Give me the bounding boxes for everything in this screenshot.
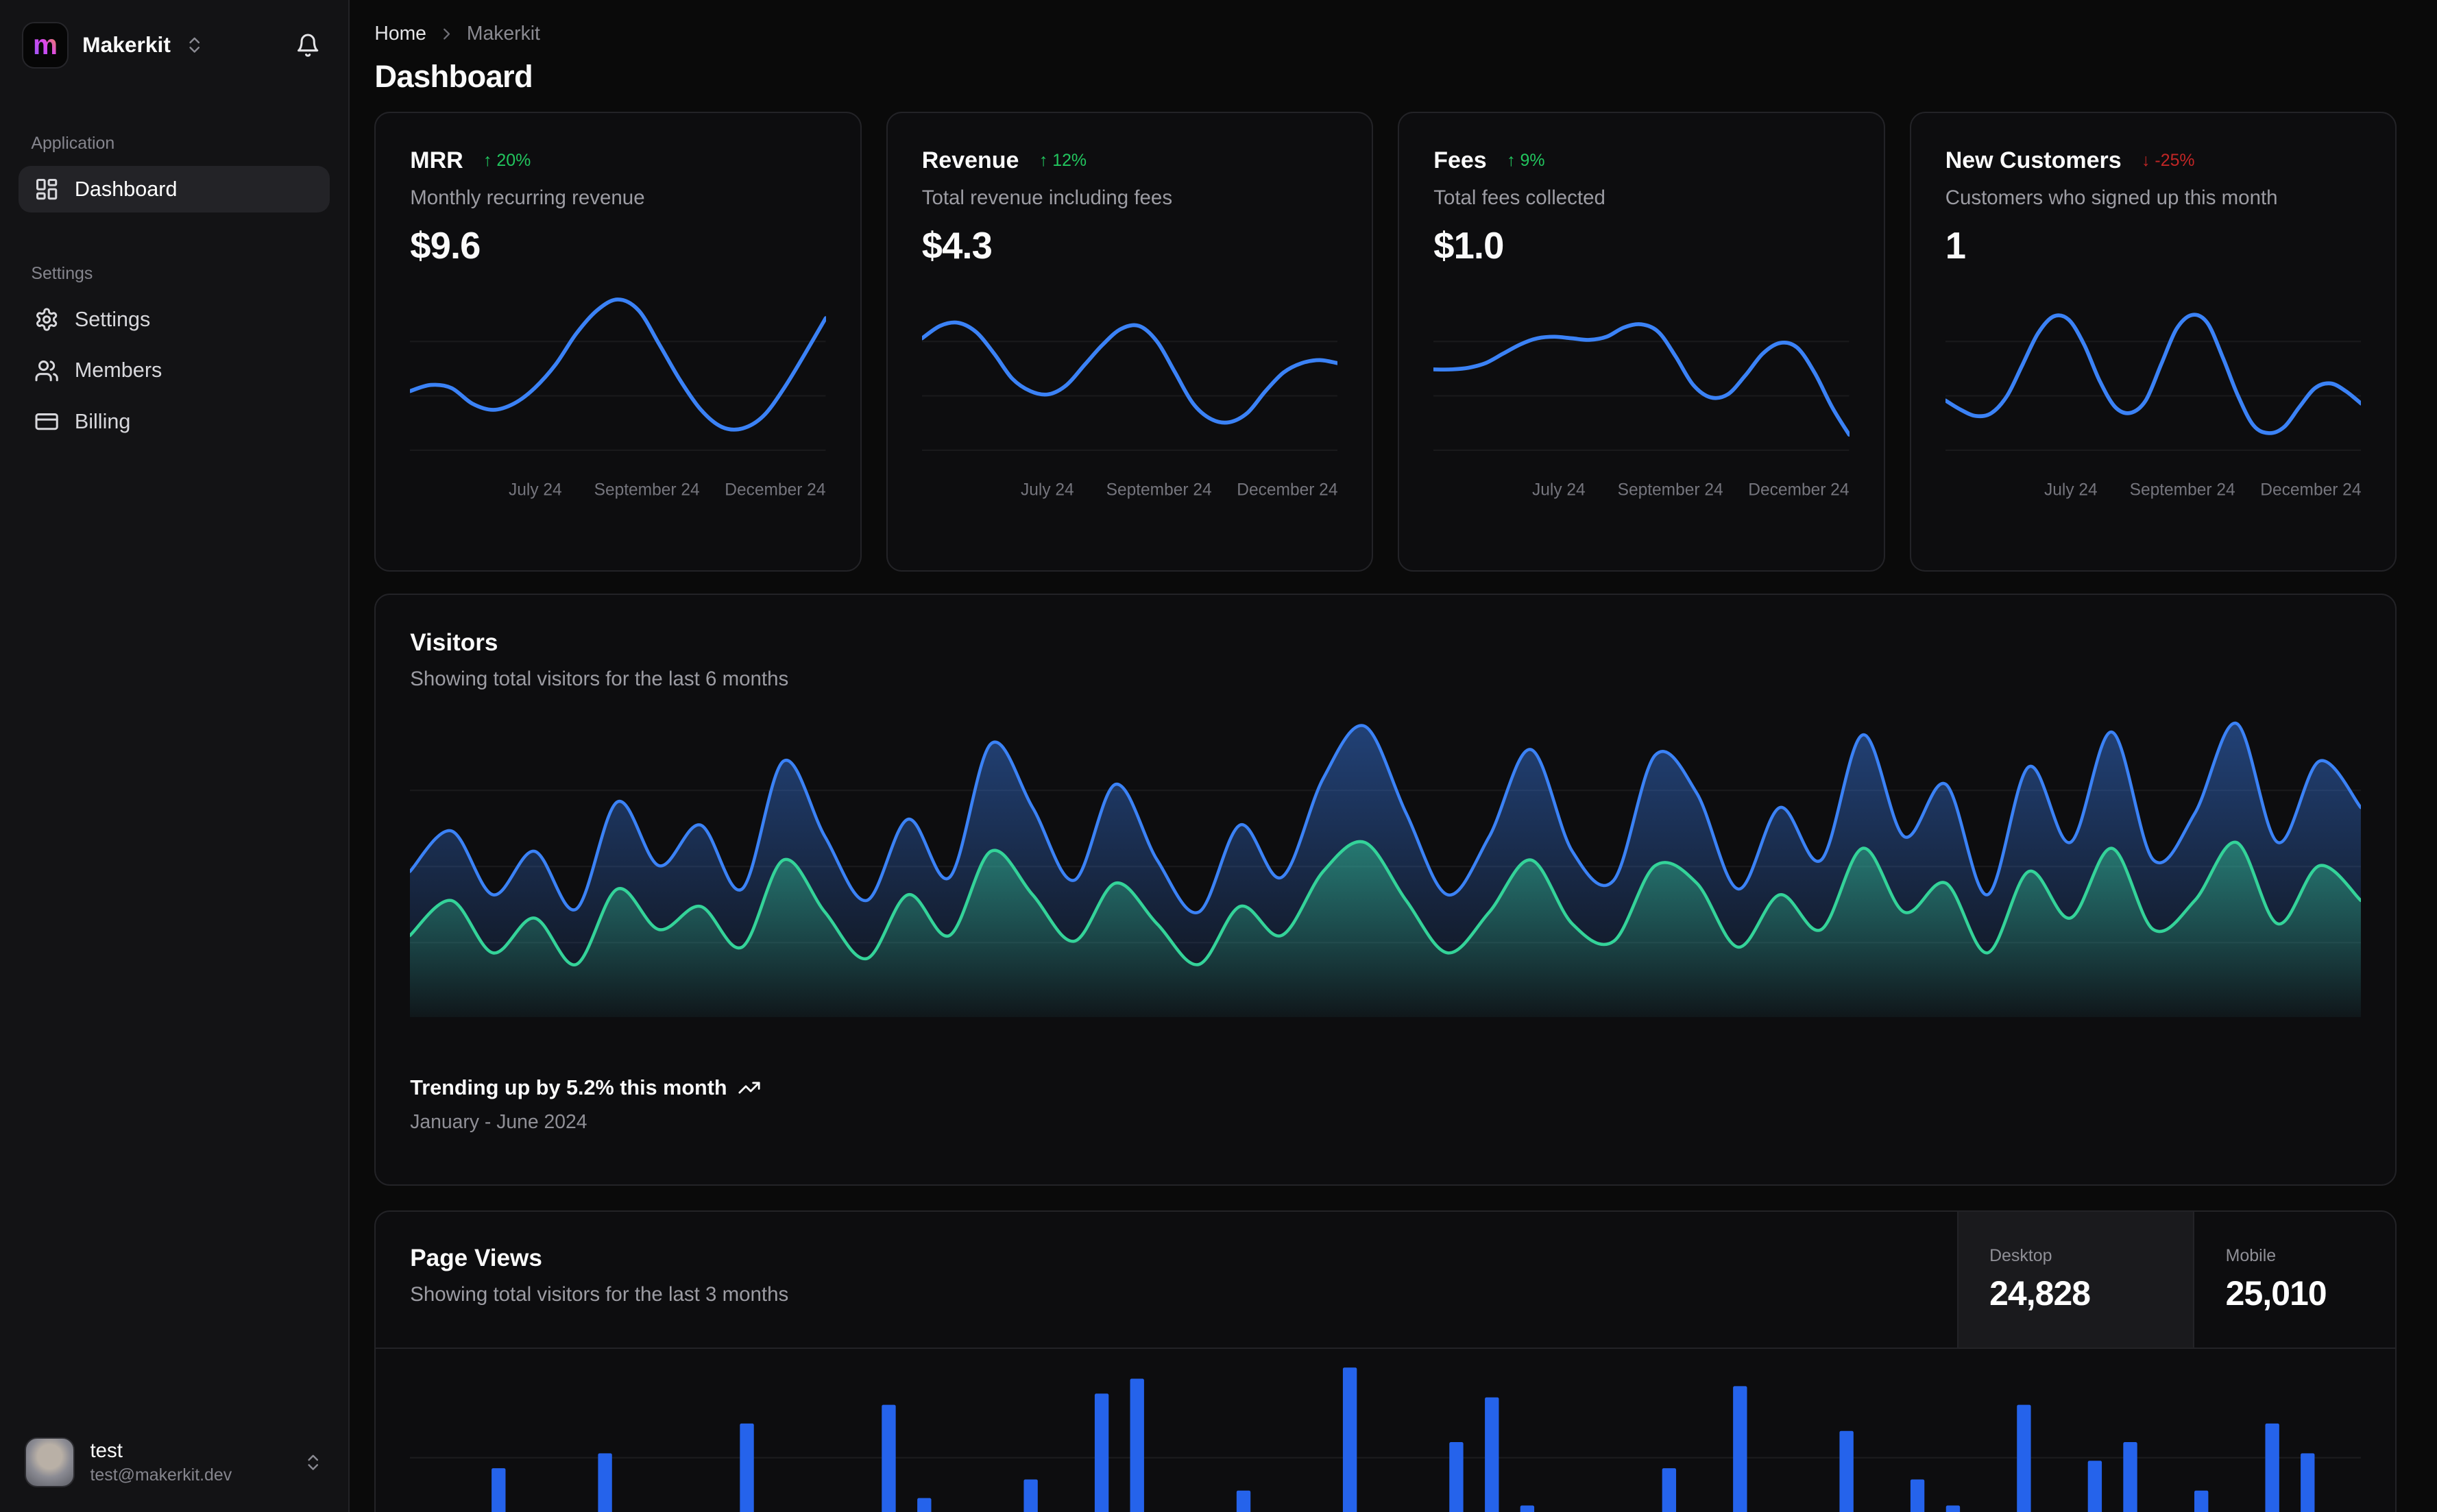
stat-value: 25,010 <box>2225 1273 2327 1313</box>
svg-text:December 24: December 24 <box>1237 481 1337 500</box>
makerkit-logo: m <box>21 21 69 69</box>
breadcrumb-current: Makerkit <box>466 23 540 45</box>
svg-text:July 24: July 24 <box>509 481 562 500</box>
sidebar-item-settings[interactable]: Settings <box>19 296 330 343</box>
kpi-title: MRR <box>410 147 463 174</box>
breadcrumb: Home Makerkit <box>374 22 2397 47</box>
svg-text:July 24: July 24 <box>1021 481 1074 500</box>
kpi-subtitle: Total fees collected <box>1433 186 1605 210</box>
breadcrumb-home-link[interactable]: Home <box>374 23 426 45</box>
svg-text:July 24: July 24 <box>2044 481 2098 500</box>
user-avatar <box>25 1437 75 1487</box>
kpi-subtitle: Total revenue including fees <box>921 186 1173 210</box>
arrow-up-icon: ↑ <box>483 151 492 171</box>
new-customers-sparkline-chart[interactable]: July 24 September 24 December 24 <box>1945 282 2362 500</box>
arrow-down-icon: ↓ <box>2142 151 2150 171</box>
revenue-sparkline-chart[interactable]: July 24 September 24 December 24 <box>921 282 1338 500</box>
kpi-card-revenue: Revenue ↑ 12% Total revenue including fee… <box>886 112 1374 572</box>
sidebar-section-settings: Settings <box>31 263 93 283</box>
kpi-trend-badge: ↑ 20% <box>483 151 531 171</box>
page-views-header: Page Views Showing total visitors for th… <box>376 1212 2396 1349</box>
svg-text:m: m <box>33 29 58 60</box>
sidebar-item-members[interactable]: Members <box>19 347 330 394</box>
sidebar-item-label: Members <box>74 358 162 382</box>
arrow-up-icon: ↑ <box>1507 151 1516 171</box>
kpi-title: Fees <box>1433 147 1487 174</box>
kpi-value: 1 <box>1945 224 1966 267</box>
layout-dashboard-icon <box>34 177 59 202</box>
chevrons-up-down-icon <box>303 1452 323 1472</box>
page-views-bar-chart[interactable] <box>410 1349 2362 1512</box>
svg-text:July 24: July 24 <box>1532 481 1586 500</box>
arrow-up-icon: ↑ <box>1039 151 1048 171</box>
sidebar-item-label: Dashboard <box>74 177 178 201</box>
workspace-name: Makerkit <box>82 32 171 58</box>
workspace-switcher[interactable]: m Makerkit <box>19 19 330 71</box>
page-views-card: Page Views Showing total visitors for th… <box>374 1210 2397 1512</box>
svg-text:December 24: December 24 <box>2260 481 2361 500</box>
kpi-title: New Customers <box>1945 147 2122 174</box>
visitors-subtitle: Showing total visitors for the last 6 mo… <box>410 667 789 690</box>
user-email: test@makerkit.dev <box>90 1465 232 1485</box>
kpi-subtitle: Monthly recurring revenue <box>410 186 645 210</box>
credit-card-icon <box>34 409 59 434</box>
visitors-area-chart[interactable] <box>410 714 2362 1017</box>
sidebar-item-label: Settings <box>74 307 151 331</box>
kpi-subtitle: Customers who signed up this month <box>1945 186 2278 210</box>
users-icon <box>34 358 59 383</box>
svg-text:December 24: December 24 <box>725 481 826 500</box>
sidebar-item-dashboard[interactable]: Dashboard <box>19 166 330 213</box>
sidebar-item-billing[interactable]: Billing <box>19 399 330 446</box>
svg-text:December 24: December 24 <box>1749 481 1850 500</box>
kpi-card-mrr: MRR ↑ 20% Monthly recurring revenue $9.6 … <box>374 112 862 572</box>
stat-value: 24,828 <box>1989 1273 2091 1313</box>
svg-text:September 24: September 24 <box>1106 481 1211 500</box>
user-name: test <box>90 1439 123 1462</box>
page-views-title: Page Views <box>410 1244 542 1271</box>
kpi-value: $1.0 <box>1433 224 1504 267</box>
main-content: Home Makerkit Dashboard MRR ↑ 20% Monthly… <box>350 0 2437 1512</box>
visitors-footer-range: January - June 2024 <box>410 1110 587 1133</box>
page-title: Dashboard <box>374 59 533 95</box>
visitors-card: Visitors Showing total visitors for the … <box>374 594 2397 1186</box>
user-menu[interactable]: test test@makerkit.dev <box>19 1435 330 1491</box>
chevron-right-icon <box>437 25 456 43</box>
page-views-toggle-desktop[interactable]: Desktop 24,828 <box>1956 1212 2194 1348</box>
kpi-row: MRR ↑ 20% Monthly recurring revenue $9.6 … <box>374 112 2397 572</box>
gear-icon <box>34 307 59 332</box>
sidebar-section-application: Application <box>31 133 115 153</box>
notifications-bell-icon[interactable] <box>289 27 326 64</box>
kpi-value: $4.3 <box>921 224 993 267</box>
sidebar: m Makerkit Application Dashboard Setting… <box>0 0 350 1512</box>
sidebar-item-label: Billing <box>74 410 131 434</box>
visitors-footer-trend: Trending up by 5.2% this month <box>410 1075 727 1099</box>
stat-label: Mobile <box>2225 1245 2277 1265</box>
svg-text:September 24: September 24 <box>2129 481 2235 500</box>
page-views-toggle-mobile[interactable]: Mobile 25,010 <box>2193 1212 2395 1348</box>
kpi-title: Revenue <box>921 147 1019 174</box>
mrr-sparkline-chart[interactable]: July 24 September 24 December 24 <box>410 282 826 500</box>
stat-label: Desktop <box>1989 1245 2052 1265</box>
page-views-subtitle: Showing total visitors for the last 3 mo… <box>410 1282 789 1306</box>
kpi-trend-badge: ↑ 9% <box>1507 151 1545 171</box>
kpi-card-fees: Fees ↑ 9% Total fees collected $1.0 July … <box>1398 112 1885 572</box>
chevrons-up-down-icon <box>184 35 204 55</box>
kpi-value: $9.6 <box>410 224 481 267</box>
kpi-trend-badge: ↑ 12% <box>1039 151 1087 171</box>
svg-text:September 24: September 24 <box>1618 481 1723 500</box>
kpi-card-new-customers: New Customers ↓ -25% Customers who signed… <box>1909 112 2397 572</box>
trending-up-icon <box>738 1076 761 1099</box>
visitors-title: Visitors <box>410 629 498 656</box>
kpi-trend-badge: ↓ -25% <box>2142 151 2195 171</box>
svg-text:September 24: September 24 <box>594 481 700 500</box>
fees-sparkline-chart[interactable]: July 24 September 24 December 24 <box>1433 282 1850 500</box>
